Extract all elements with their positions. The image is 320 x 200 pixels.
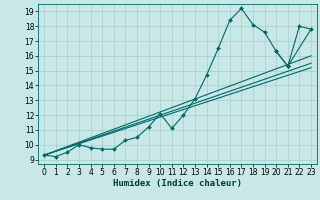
X-axis label: Humidex (Indice chaleur): Humidex (Indice chaleur) <box>113 179 242 188</box>
